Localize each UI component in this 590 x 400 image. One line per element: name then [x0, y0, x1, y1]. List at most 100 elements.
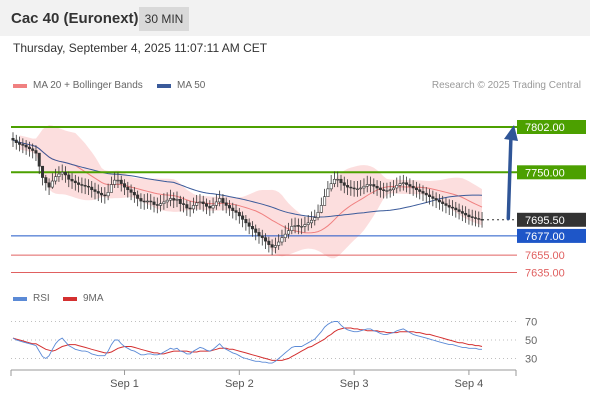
candle-body [182, 203, 186, 205]
candle-body [208, 205, 212, 209]
candle-body [300, 226, 304, 228]
candle-body [142, 200, 146, 203]
candle-body [447, 205, 451, 208]
candle-body [155, 204, 159, 206]
candle-body [444, 203, 448, 206]
candle-body [27, 146, 31, 150]
candle-body [57, 173, 61, 177]
candle-body [473, 217, 477, 219]
candle-body [280, 237, 284, 243]
candle-body [296, 225, 300, 227]
candle-body [405, 182, 409, 185]
candle-body [113, 179, 117, 185]
chart-timestamp: Thursday, September 4, 2025 11:07:11 AM … [13, 41, 268, 55]
candle-body [309, 219, 313, 224]
candle-body [145, 200, 149, 203]
candle-body [421, 191, 425, 194]
x-tick-label-Sep-4: Sep 4 [455, 378, 484, 390]
level-tag-7750-00 [517, 165, 586, 180]
candle-body [47, 182, 51, 188]
ma50-line [12, 139, 483, 218]
candle-body [293, 225, 297, 227]
candle-body [109, 184, 113, 193]
candle-body [191, 205, 195, 210]
timeframe-badge[interactable]: 30 MIN [139, 7, 189, 31]
candle-body [37, 152, 41, 167]
legend-ma20-label: MA 20 + Bollinger Bands [33, 80, 143, 91]
candle-body [123, 183, 127, 188]
level-label-7635-00: 7635.00 [525, 268, 565, 280]
candle-body [77, 182, 81, 185]
candle-body [352, 187, 356, 190]
candle-body [119, 179, 123, 184]
candle-body [437, 199, 441, 203]
candle-body [332, 178, 336, 184]
candle-body [457, 209, 461, 212]
candle-body [270, 244, 274, 248]
candle-body [355, 188, 359, 190]
candle-body [221, 198, 225, 204]
rsi-tick-label-50: 50 [525, 335, 537, 347]
candle-body [244, 219, 248, 224]
candle-body [93, 189, 97, 192]
x-tick-label-Sep-2: Sep 2 [225, 378, 254, 390]
candle-body [287, 230, 291, 235]
legend-rsi-label: RSI [33, 293, 50, 304]
candle-body [168, 198, 172, 201]
candle-body [218, 198, 222, 203]
candle-body [385, 190, 389, 192]
candle-body [467, 214, 471, 218]
header-bar: Cac 40 (Euronext) 30 MIN [0, 0, 590, 36]
candle-body [369, 184, 373, 186]
candle-body [257, 232, 261, 237]
candle-body [103, 194, 107, 197]
candle-body [346, 185, 350, 188]
candle-body [149, 200, 153, 203]
candle-body [162, 201, 166, 204]
rsi-line [12, 321, 482, 364]
candle-body [250, 226, 254, 230]
candle-body [106, 192, 110, 197]
legend-rsi: RSI [13, 293, 50, 304]
candle-body [132, 192, 136, 196]
candle-body [431, 196, 435, 199]
candle-body [395, 185, 399, 189]
candle-body [44, 177, 48, 184]
candle-body [80, 184, 84, 186]
level-label-7677-00: 7677.00 [525, 231, 565, 243]
candle-body [241, 215, 245, 220]
candle-body [283, 233, 287, 238]
candle-body [237, 212, 241, 217]
current-price-tag [517, 212, 586, 227]
legend-rsi-swatch [13, 296, 27, 301]
candle-body [247, 222, 251, 227]
candle-body [326, 188, 330, 198]
candle-body [428, 194, 432, 198]
candle-body [185, 204, 189, 209]
candle-body [234, 210, 238, 213]
candle-body [323, 196, 327, 206]
legend-9ma: 9MA [63, 293, 104, 304]
candle-body [126, 186, 130, 191]
candle-body [313, 217, 317, 221]
candle-body [418, 189, 422, 192]
candle-body [329, 183, 333, 190]
candle-body [388, 189, 392, 191]
candle-body [50, 180, 54, 188]
candle-body [267, 240, 271, 245]
candle-body [349, 186, 353, 189]
scenario-arrow-head [504, 125, 518, 141]
candle-body [451, 206, 455, 209]
candle-body [336, 178, 340, 181]
candle-body [362, 185, 366, 189]
candle-body [86, 185, 90, 188]
candle-body [441, 201, 445, 204]
candle-body [477, 218, 481, 220]
candle-body [18, 142, 22, 145]
candle-body [21, 144, 25, 146]
candle-body [136, 194, 140, 199]
level-tag-7802-00 [517, 120, 586, 134]
candle-body [198, 201, 202, 204]
candle-body [165, 199, 169, 203]
